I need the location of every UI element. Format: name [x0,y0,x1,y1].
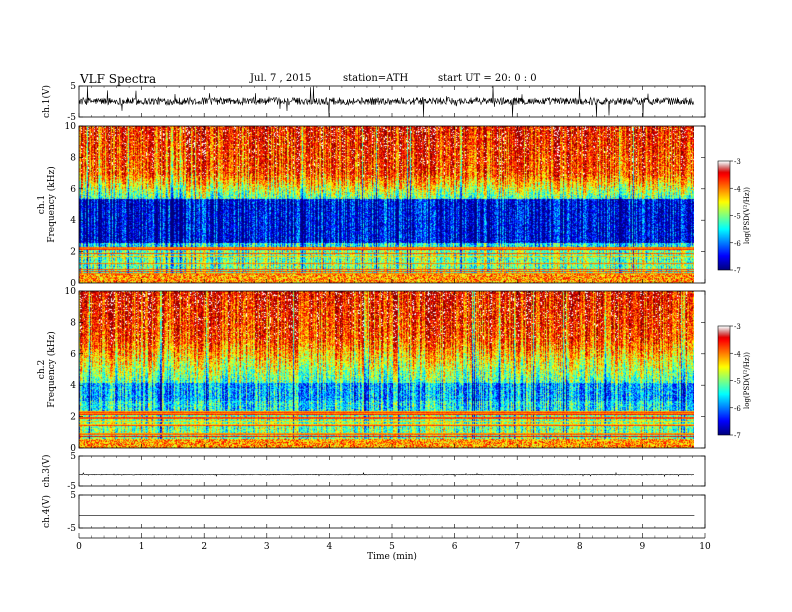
time-tick-label: 6 [452,542,458,552]
colorbar-ch2 [718,326,730,435]
time-tick-label: 4 [327,542,333,552]
y-axis-label: ch.3(V) [41,455,52,488]
y-axis-label: ch.1(V) [41,85,52,118]
waveform-line-ch3 [78,471,694,478]
y-tick-label: 8 [70,318,76,328]
time-tick-label: 0 [76,542,82,552]
y-axis-label: Frequency (kHz) [46,331,57,408]
time-tick-label: 1 [139,542,145,552]
colorbar-tick-label: -3 [734,323,741,331]
colorbar-label: log(PSD(V²/Hz)) [743,187,751,244]
station-label: station=ATH [343,73,409,84]
y-tick-label: 10 [65,287,77,297]
y-tick-label: 4 [70,381,76,391]
colorbar-ch1 [718,161,730,270]
start-time-label: start UT = 20: 0 : 0 [438,73,537,84]
y-axis-label: ch.4(V) [41,495,52,528]
colorbar-tick-label: -5 [734,213,741,221]
colorbar-tick-label: -4 [734,350,741,358]
y-tick-label: 5 [70,491,76,501]
y-axis-label: ch.1 [37,195,47,214]
y-tick-label: 2 [70,413,76,423]
spectrogram-ch2 [79,291,694,448]
colorbar-tick-label: -5 [734,378,741,386]
y-tick-label: 2 [70,248,76,258]
colorbar-tick-label: -7 [734,267,741,275]
y-tick-label: -5 [67,524,76,534]
y-tick-label: 6 [70,185,76,195]
y-tick-label: 6 [70,350,76,360]
colorbar-tick-label: -6 [734,405,741,413]
colorbar-tick-label: -3 [734,158,741,166]
waveform-line-ch1 [78,85,695,118]
figure-title: VLF Spectra [80,72,157,86]
colorbar-tick-label: -4 [734,185,741,193]
y-tick-label: 0 [70,279,76,289]
time-tick-label: 7 [514,542,520,552]
colorbar-label: log(PSD(V²/Hz)) [743,352,751,409]
panel-frame [78,455,706,487]
y-tick-label: -5 [67,482,76,492]
date-label: Jul. 7 , 2015 [250,73,312,84]
y-tick-label: 8 [70,153,76,163]
y-axis-label: Frequency (kHz) [46,166,57,243]
y-axis-label: ch.2 [37,360,47,379]
y-tick-label: 5 [70,82,76,92]
time-tick-label: 3 [264,542,270,552]
y-tick-label: -5 [67,113,76,123]
time-tick-label: 10 [699,542,711,552]
colorbar-tick-label: -6 [734,240,741,248]
spectrogram-ch1 [79,126,694,283]
y-tick-label: 4 [70,216,76,226]
time-tick-label: 2 [201,542,207,552]
time-tick-label: 8 [577,542,583,552]
panel-frame [78,494,706,529]
x-axis-label: Time (min) [367,551,417,562]
time-tick-label: 5 [389,542,395,552]
y-tick-label: 5 [70,452,76,462]
y-tick-label: 10 [65,122,77,132]
time-tick-label: 9 [640,542,646,552]
y-tick-label: 0 [70,444,76,454]
colorbar-tick-label: -7 [734,432,741,440]
